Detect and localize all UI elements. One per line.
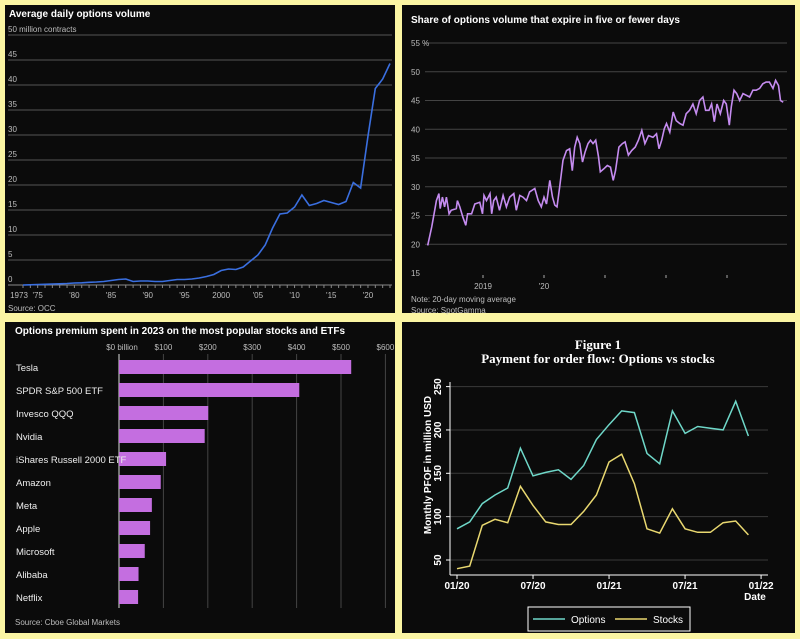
y-tick-label: 25: [411, 212, 420, 221]
y-tick-label: 100: [433, 508, 444, 525]
category-label: Meta: [16, 501, 38, 512]
legend-box: [527, 606, 691, 632]
y-tick-label: 35: [8, 100, 17, 109]
x-tick-label: 01/21: [597, 581, 622, 592]
x-tick-label: $400: [288, 343, 306, 352]
x-tick-label: 01/22: [749, 581, 774, 592]
series-line: [22, 63, 391, 286]
chart-title: Options premium spent in 2023 on the mos…: [15, 326, 345, 337]
source-note: Source: SpotGamma: [411, 306, 486, 315]
y-tick-label: 45: [8, 50, 17, 59]
category-label: Nvidia: [16, 432, 43, 443]
x-tick-label: 07/21: [673, 581, 698, 592]
chart-title: Share of options volume that expire in f…: [411, 15, 680, 26]
y-tick-label: 55 %: [411, 39, 429, 48]
category-label: SPDR S&P 500 ETF: [16, 386, 103, 397]
source-note: Source: Cboe Global Markets: [15, 618, 120, 627]
x-tick-label: 1973: [10, 291, 28, 300]
x-tick-label: 01/20: [444, 581, 469, 592]
bar: [119, 429, 205, 443]
y-tick-label: 35: [411, 154, 420, 163]
x-tick-label: 2000: [212, 291, 230, 300]
x-tick-label: $600: [377, 343, 395, 352]
x-tick-label: 2019: [474, 282, 492, 291]
y-tick-label: 50: [433, 554, 444, 566]
panel-options-volume: [5, 5, 395, 313]
x-tick-label: $200: [199, 343, 217, 352]
series-line-stocks: [456, 453, 749, 570]
x-tick-label: '85: [106, 291, 117, 300]
bar: [119, 452, 167, 466]
series-line-options: [456, 399, 750, 530]
y-tick-label: 10: [8, 225, 17, 234]
x-tick-label: $100: [155, 343, 173, 352]
x-tick-label: '95: [179, 291, 190, 300]
panel-pfof: [402, 322, 795, 633]
x-tick-label: '90: [143, 291, 154, 300]
y-tick-label: 45: [411, 97, 420, 106]
x-tick-label: $300: [243, 343, 261, 352]
y-tick-label: 25: [8, 150, 17, 159]
y-tick-label: 30: [411, 183, 420, 192]
x-tick-label: $500: [332, 343, 350, 352]
bar: [119, 498, 152, 512]
x-tick-label: '20: [539, 282, 550, 291]
bar: [119, 567, 139, 581]
x-tick-label: '10: [289, 291, 300, 300]
y-tick-label: 40: [411, 125, 420, 134]
series-line: [426, 78, 784, 246]
y-tick-label: 40: [8, 75, 17, 84]
category-label: Microsoft: [16, 547, 55, 558]
category-label: Tesla: [16, 363, 39, 374]
category-label: Alibaba: [16, 570, 48, 581]
source-note: Source: OCC: [8, 304, 56, 313]
chart-title: Figure 1: [575, 337, 621, 352]
y-tick-label: 50: [411, 68, 420, 77]
y-tick-label: 150: [433, 465, 444, 482]
category-label: Netflix: [16, 593, 43, 604]
category-label: iShares Russell 2000 ETF: [16, 455, 127, 466]
y-tick-label: 20: [411, 240, 420, 249]
legend-label: Stocks: [653, 615, 683, 626]
category-label: Apple: [16, 524, 40, 535]
y-tick-label: 30: [8, 125, 17, 134]
x-tick-label: '05: [253, 291, 264, 300]
chart-subtitle: Payment for order flow: Options vs stock…: [481, 351, 715, 366]
x-tick-label: '80: [69, 291, 80, 300]
bar: [119, 406, 209, 420]
x-tick-label: '75: [32, 291, 43, 300]
y-tick-label: 0: [8, 275, 13, 284]
x-tick-label: '20: [363, 291, 374, 300]
legend-label: Options: [571, 615, 605, 626]
x-tick-label: 07/20: [521, 581, 546, 592]
y-axis-label: 50 million contracts: [8, 25, 76, 34]
y-axis-label: Monthly PFOF in million USD: [423, 396, 434, 534]
category-label: Amazon: [16, 478, 51, 489]
category-label: Invesco QQQ: [16, 409, 74, 420]
bar: [119, 475, 161, 489]
bar: [119, 590, 139, 604]
y-tick-label: 15: [411, 269, 420, 278]
y-tick-label: 200: [433, 421, 444, 438]
bar: [119, 360, 352, 374]
x-tick-label: '15: [326, 291, 337, 300]
y-tick-label: 20: [8, 175, 17, 184]
y-tick-label: 250: [433, 378, 444, 395]
bar: [119, 383, 300, 397]
chart-note: Note: 20-day moving average: [411, 295, 517, 304]
y-tick-label: 15: [8, 200, 17, 209]
x-axis-label: Date: [744, 592, 766, 603]
x-tick-label: $0 billion: [106, 343, 138, 352]
y-tick-label: 5: [8, 250, 13, 259]
chart-title: Average daily options volume: [9, 9, 151, 20]
bar: [119, 544, 145, 558]
bar: [119, 521, 151, 535]
